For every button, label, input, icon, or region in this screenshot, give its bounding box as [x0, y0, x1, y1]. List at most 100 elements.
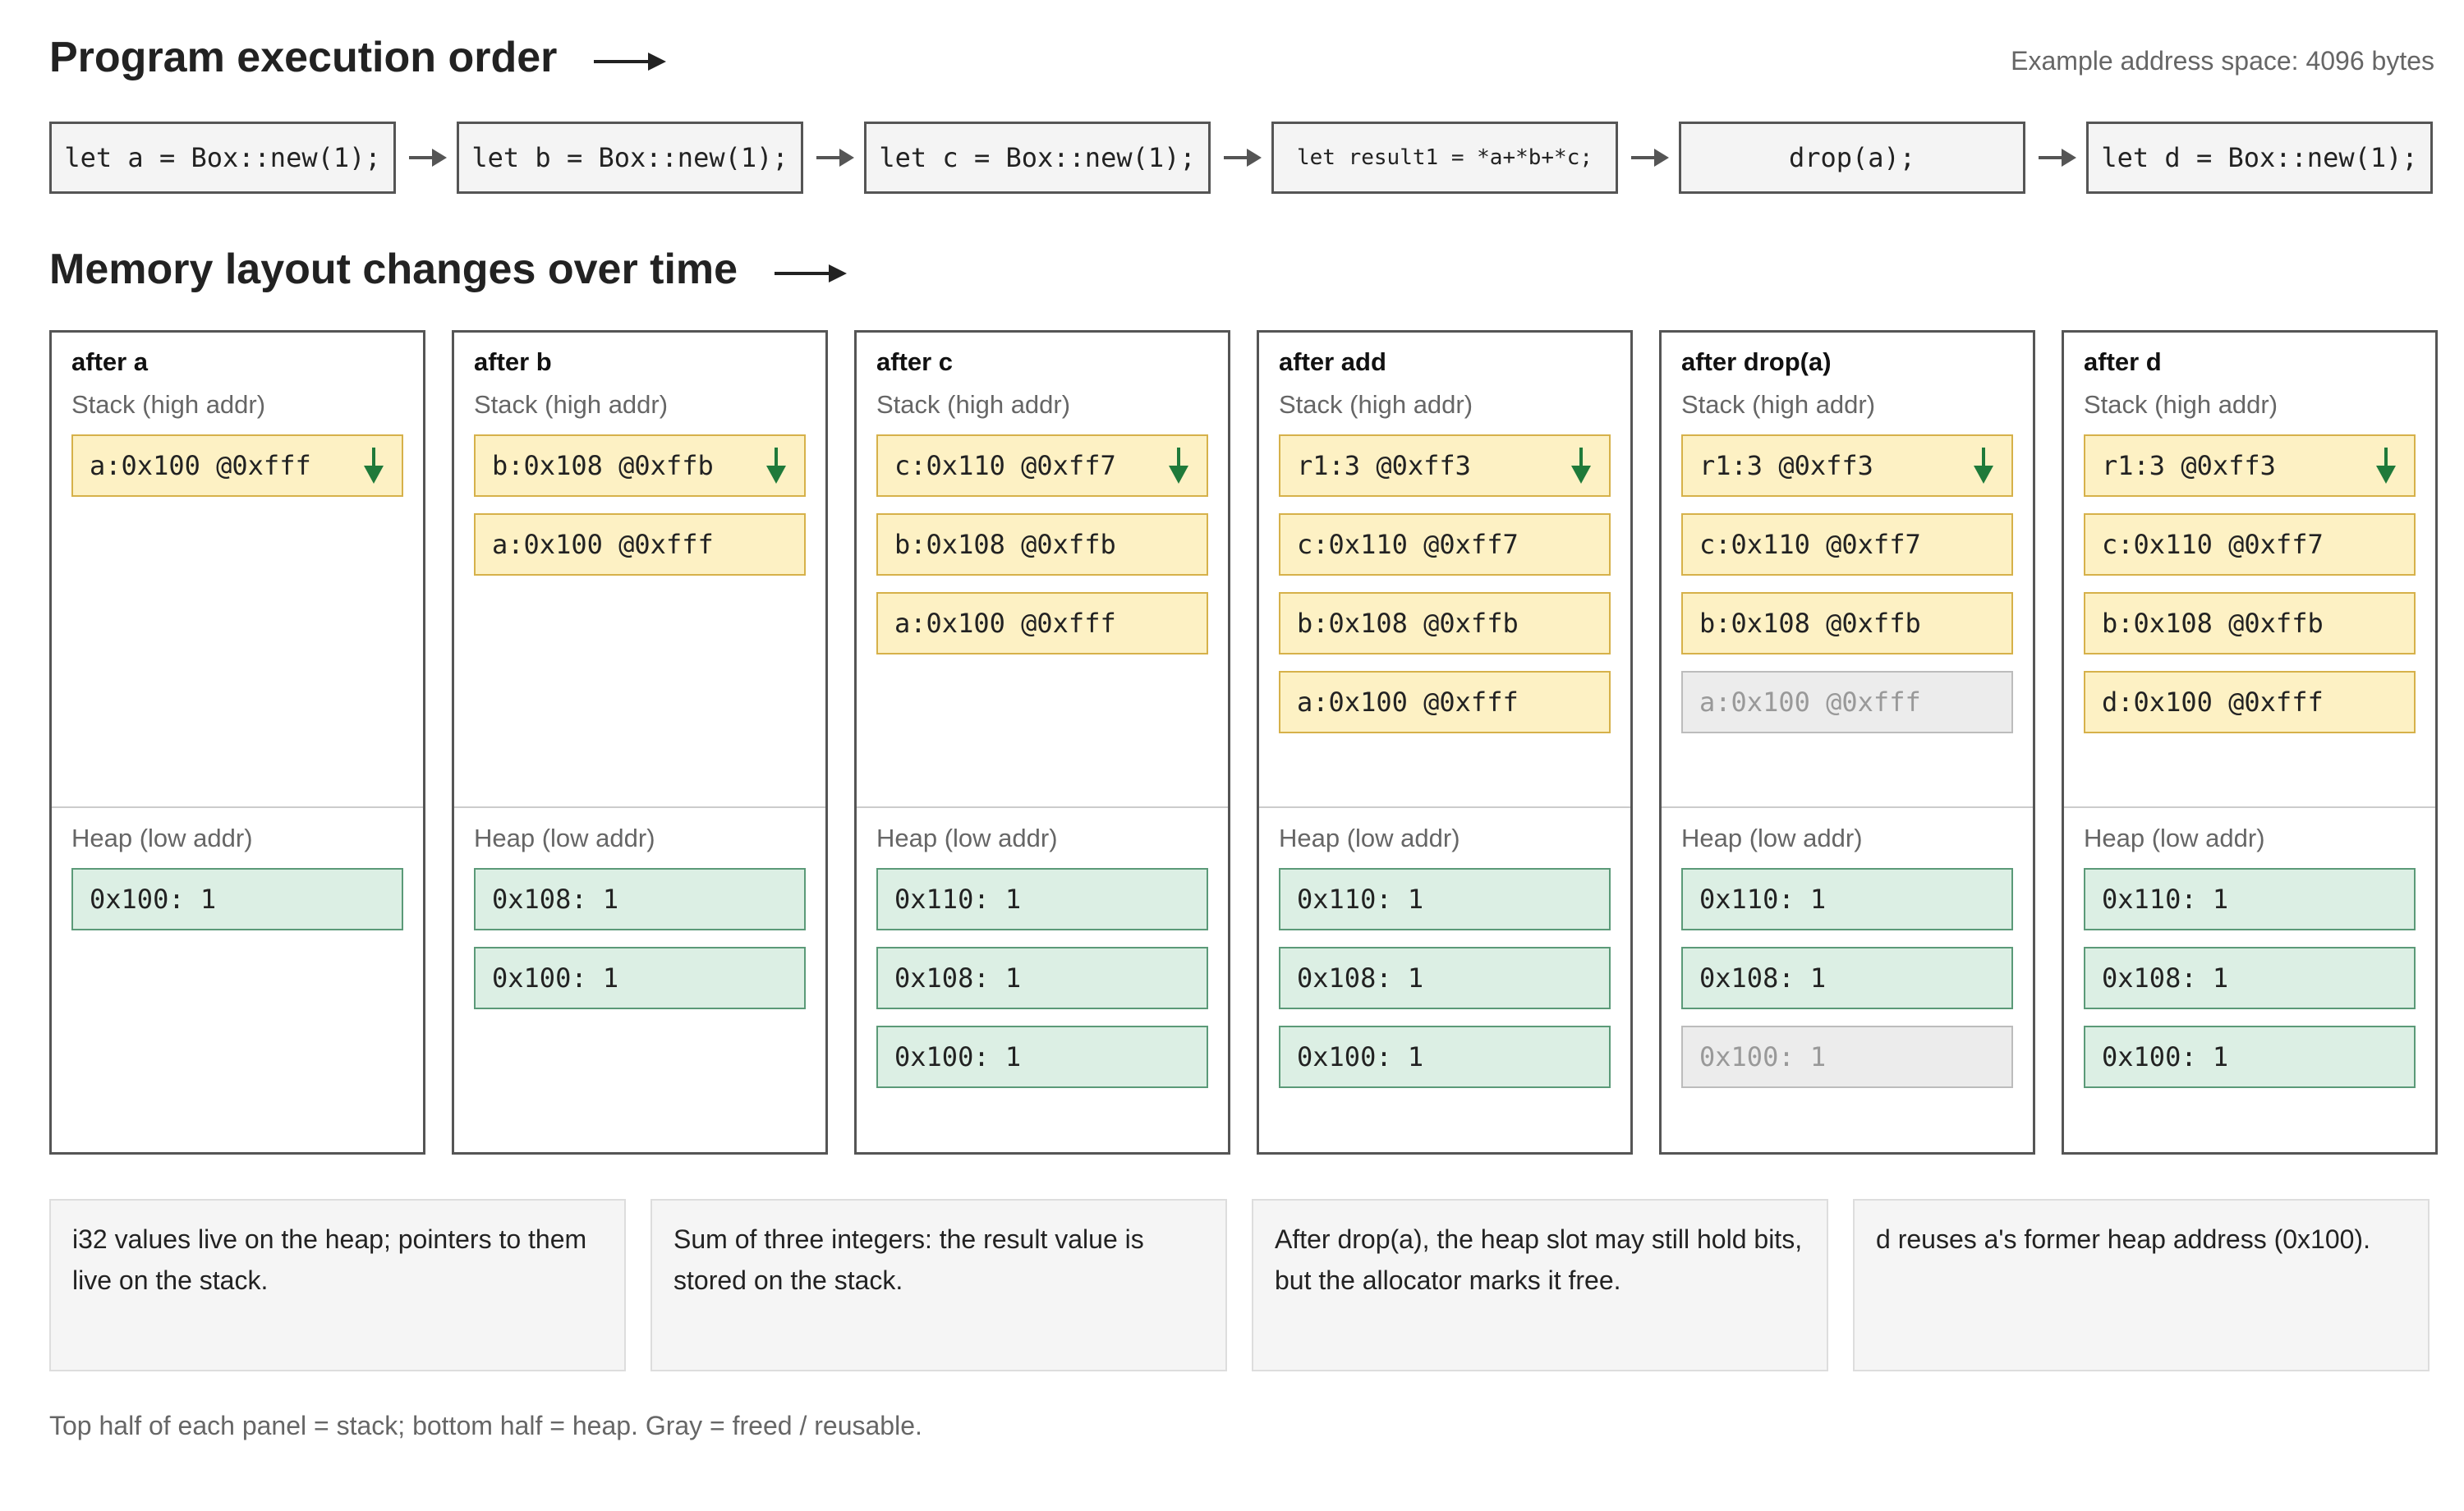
- stack-slot-text: c:0x110 @0xff7: [1297, 529, 1519, 560]
- stack-heap-divider: [52, 806, 423, 808]
- heap-slot: 0x108: 1: [474, 868, 806, 930]
- heap-slot: 0x110: 1: [1681, 868, 2013, 930]
- stack-pointer-arrow-icon: [364, 448, 384, 484]
- execution-order-title: Program execution order: [49, 34, 558, 81]
- stack-slot: b:0x108 @0xffb: [1681, 592, 2013, 654]
- heap-slot-text: 0x100: 1: [1699, 1041, 1827, 1072]
- stack-slot: r1:3 @0xff3: [2084, 434, 2416, 497]
- stack-label: Stack (high addr): [876, 390, 1071, 419]
- heap-slot: 0x108: 1: [1279, 947, 1611, 1009]
- exec-step: let result1 = *a+*b+*c;: [1271, 122, 1618, 194]
- stack-heap-divider: [1259, 806, 1630, 808]
- stack-slot: b:0x108 @0xffb: [2084, 592, 2416, 654]
- stack-slot-freed: a:0x100 @0xfff: [1681, 671, 2013, 733]
- panel-title: after c: [876, 347, 954, 376]
- stack-slot-text: d:0x100 @0xfff: [2102, 687, 2324, 718]
- heap-slot-freed: 0x100: 1: [1681, 1026, 2013, 1088]
- stack-slot: a:0x100 @0xfff: [1279, 671, 1611, 733]
- heap-slot-text: 0x108: 1: [1699, 962, 1827, 994]
- stack-heap-divider: [1662, 806, 2033, 808]
- stack-slot: b:0x108 @0xffb: [876, 513, 1208, 576]
- heap-slot-text: 0x100: 1: [1297, 1041, 1424, 1072]
- heap-slot-text: 0x108: 1: [492, 884, 619, 915]
- heap-slot: 0x110: 1: [876, 868, 1208, 930]
- exec-step: let b = Box::new(1);: [457, 122, 803, 194]
- stack-slot-text: a:0x100 @0xfff: [492, 529, 714, 560]
- stack-label: Stack (high addr): [1279, 390, 1473, 419]
- heap-slot-text: 0x100: 1: [90, 884, 217, 915]
- stack-slot-text: b:0x108 @0xffb: [1699, 608, 1921, 639]
- execution-order-heading: Program execution order: [49, 33, 666, 82]
- flow-arrow-icon: [816, 149, 854, 167]
- stack-slot-text: b:0x108 @0xffb: [894, 529, 1116, 560]
- exec-step: let d = Box::new(1);: [2086, 122, 2433, 194]
- stack-label: Stack (high addr): [2084, 390, 2278, 419]
- heap-label: Heap (low addr): [876, 824, 1058, 852]
- heap-label: Heap (low addr): [71, 824, 253, 852]
- stack-slot-text: a:0x100 @0xfff: [1699, 687, 1921, 718]
- stack-pointer-arrow-icon: [1571, 448, 1591, 484]
- panel-title: after b: [474, 347, 552, 376]
- note-heap-stack: i32 values live on the heap; pointers to…: [49, 1199, 626, 1371]
- stack-label: Stack (high addr): [474, 390, 669, 419]
- heap-slot-text: 0x110: 1: [894, 884, 1022, 915]
- heap-slot-text: 0x100: 1: [894, 1041, 1022, 1072]
- stack-slot-text: b:0x108 @0xffb: [2102, 608, 2324, 639]
- stack-slot-text: b:0x108 @0xffb: [1297, 608, 1519, 639]
- stack-slot-text: r1:3 @0xff3: [1699, 450, 1873, 481]
- heap-label: Heap (low addr): [1279, 824, 1460, 852]
- stack-slot: r1:3 @0xff3: [1279, 434, 1611, 497]
- memory-panel: after drop(a) Stack (high addr) Heap (low …: [1659, 330, 2035, 1155]
- memory-panel: after d Stack (high addr) Heap (low addr) r…: [2062, 330, 2438, 1155]
- stack-slot: c:0x110 @0xff7: [1681, 513, 2013, 576]
- flow-arrow-icon: [1224, 149, 1262, 167]
- flow-arrow-icon: [2039, 149, 2076, 167]
- heap-slot-text: 0x100: 1: [2102, 1041, 2229, 1072]
- heap-slot: 0x108: 1: [1681, 947, 2013, 1009]
- memory-panel: after a Stack (high addr) Heap (low addr) a…: [49, 330, 425, 1155]
- heap-slot: 0x110: 1: [1279, 868, 1611, 930]
- stack-slot-text: c:0x110 @0xff7: [894, 450, 1116, 481]
- right-arrow-icon: [593, 53, 666, 71]
- stack-slot-text: r1:3 @0xff3: [2102, 450, 2276, 481]
- stack-slot: c:0x110 @0xff7: [2084, 513, 2416, 576]
- stack-slot: a:0x100 @0xfff: [876, 592, 1208, 654]
- heap-label: Heap (low addr): [474, 824, 655, 852]
- stack-slot: b:0x108 @0xffb: [1279, 592, 1611, 654]
- heap-slot: 0x100: 1: [2084, 1026, 2416, 1088]
- heap-slot-text: 0x108: 1: [894, 962, 1022, 994]
- heap-slot: 0x108: 1: [2084, 947, 2416, 1009]
- heap-label: Heap (low addr): [2084, 824, 2265, 852]
- stack-heap-divider: [2064, 806, 2435, 808]
- stack-slot: c:0x110 @0xff7: [876, 434, 1208, 497]
- memory-layout-title: Memory layout changes over time: [49, 246, 738, 293]
- stack-slot-text: r1:3 @0xff3: [1297, 450, 1471, 481]
- exec-step: drop(a);: [1679, 122, 2025, 194]
- stack-slot-text: a:0x100 @0xfff: [90, 450, 311, 481]
- stack-slot: d:0x100 @0xfff: [2084, 671, 2416, 733]
- stack-slot-text: c:0x110 @0xff7: [2102, 529, 2324, 560]
- note-sum: Sum of three integers: the result value …: [650, 1199, 1227, 1371]
- stack-label: Stack (high addr): [1681, 390, 1876, 419]
- panel-title: after add: [1279, 347, 1386, 376]
- stack-pointer-arrow-icon: [766, 448, 786, 484]
- stack-pointer-arrow-icon: [1169, 448, 1188, 484]
- heap-slot-text: 0x110: 1: [1699, 884, 1827, 915]
- exec-step: let a = Box::new(1);: [49, 122, 396, 194]
- note-drop: After drop(a), the heap slot may still h…: [1252, 1199, 1828, 1371]
- heap-slot-text: 0x110: 1: [1297, 884, 1424, 915]
- right-arrow-icon: [774, 264, 847, 283]
- heap-label: Heap (low addr): [1681, 824, 1863, 852]
- stack-slot: r1:3 @0xff3: [1681, 434, 2013, 497]
- execution-steps: let a = Box::new(1); let b = Box::new(1)…: [49, 122, 2433, 199]
- stack-pointer-arrow-icon: [1974, 448, 1993, 484]
- stack-slot: b:0x108 @0xffb: [474, 434, 806, 497]
- panel-title: after drop(a): [1681, 347, 1832, 376]
- memory-layout-heading: Memory layout changes over time: [49, 245, 847, 294]
- memory-panel: after add Stack (high addr) Heap (low addr…: [1257, 330, 1633, 1155]
- stack-label: Stack (high addr): [71, 390, 266, 419]
- panel-title: after a: [71, 347, 149, 376]
- heap-slot: 0x100: 1: [474, 947, 806, 1009]
- heap-slot: 0x100: 1: [876, 1026, 1208, 1088]
- stack-slot: c:0x110 @0xff7: [1279, 513, 1611, 576]
